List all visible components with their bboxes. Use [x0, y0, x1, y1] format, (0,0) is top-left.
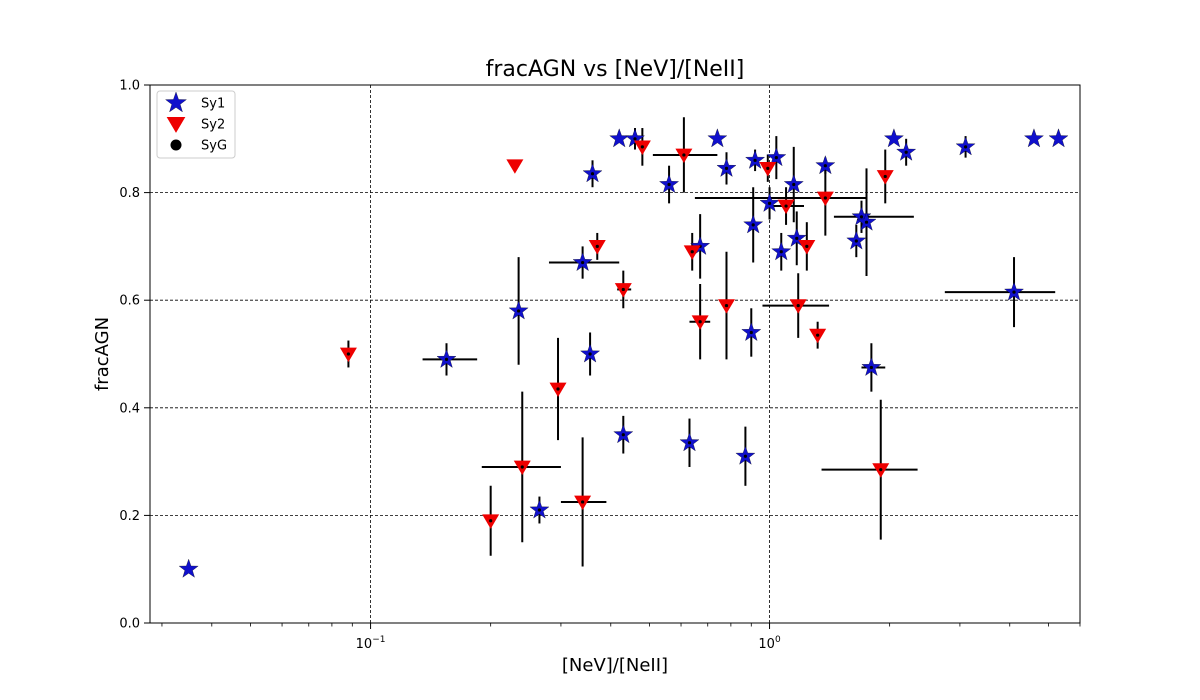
- x-tick-label: 100: [758, 635, 781, 652]
- data-markers: [178, 128, 1069, 578]
- center-dot: [588, 352, 592, 356]
- center-dot: [346, 352, 351, 356]
- center-dot: [864, 220, 869, 224]
- x-axis: 10−1 100: [161, 623, 1081, 652]
- center-dot: [796, 303, 800, 308]
- center-dot: [581, 260, 585, 265]
- center-dot: [743, 454, 748, 458]
- y-tick-label: 0.0: [119, 617, 140, 632]
- legend-label-syg: SyG: [201, 139, 227, 154]
- axes-frame: [149, 84, 1081, 624]
- center-dot: [667, 182, 671, 187]
- x-tick-label: 10−1: [356, 635, 386, 652]
- legend-label-sy2: Sy2: [201, 118, 225, 133]
- center-dot: [753, 158, 757, 162]
- center-dot: [724, 166, 729, 170]
- center-dot: [883, 174, 887, 179]
- center-dot: [854, 239, 858, 243]
- sy1-point: [707, 128, 728, 148]
- legend-label-sy1: Sy1: [201, 97, 225, 112]
- center-dot: [621, 287, 625, 292]
- legend-marker-sy2: [166, 116, 186, 133]
- center-dot: [489, 519, 493, 523]
- center-dot: [724, 303, 729, 308]
- center-dot: [963, 145, 968, 149]
- center-dot: [595, 244, 599, 248]
- center-dot: [904, 150, 908, 154]
- y-tick-label: 1.0: [119, 79, 140, 94]
- center-dot: [621, 433, 625, 437]
- chart-title: fracAGN vs [NeV]/[NeII]: [486, 57, 745, 82]
- center-dot: [687, 441, 692, 445]
- center-dot: [774, 156, 778, 160]
- center-dot: [879, 468, 883, 472]
- center-dot: [784, 204, 788, 208]
- y-tick-label: 0.6: [119, 294, 140, 309]
- sy1-point: [178, 558, 199, 578]
- sy1-point: [1048, 128, 1069, 148]
- center-dot: [816, 333, 820, 337]
- center-dot: [1012, 290, 1016, 294]
- center-dot: [690, 250, 694, 254]
- center-dot: [517, 309, 521, 313]
- y-axis: 0.0 0.2 0.4 0.6 0.8 1.0: [119, 79, 150, 632]
- center-dot: [444, 357, 449, 361]
- center-dot: [795, 236, 799, 240]
- y-tick-label: 0.2: [119, 509, 140, 524]
- center-dot: [869, 365, 873, 370]
- sy1-point: [1024, 128, 1044, 148]
- center-dot: [633, 137, 637, 141]
- x-axis-label: [NeV]/[NeII]: [562, 655, 668, 676]
- y-tick-label: 0.4: [119, 401, 140, 416]
- sy1-point: [883, 128, 904, 148]
- center-dot: [749, 330, 753, 335]
- center-dot: [805, 244, 809, 248]
- center-dot: [581, 500, 585, 504]
- center-dot: [823, 196, 827, 200]
- grid-lines: [150, 85, 1080, 623]
- center-dot: [767, 201, 772, 205]
- center-dot: [640, 145, 644, 149]
- center-dot: [823, 164, 827, 168]
- center-dot: [590, 172, 595, 176]
- center-dot: [698, 320, 702, 324]
- legend-marker-syg: [170, 139, 182, 151]
- legend-marker-sy1: [165, 91, 187, 113]
- center-dot: [682, 153, 686, 157]
- center-dot: [556, 387, 560, 391]
- center-dot: [766, 166, 770, 170]
- y-axis-label: fracAGN: [92, 317, 113, 391]
- center-dot: [751, 223, 755, 227]
- center-dot: [792, 182, 796, 187]
- legend: Sy1 Sy2 SyG: [156, 90, 236, 159]
- sy2-point: [506, 159, 524, 174]
- center-dot: [520, 465, 524, 469]
- center-dot: [537, 508, 542, 512]
- plot-area: [149, 84, 1081, 624]
- y-tick-label: 0.8: [119, 186, 140, 201]
- center-dot: [779, 250, 783, 254]
- center-dot: [859, 215, 864, 219]
